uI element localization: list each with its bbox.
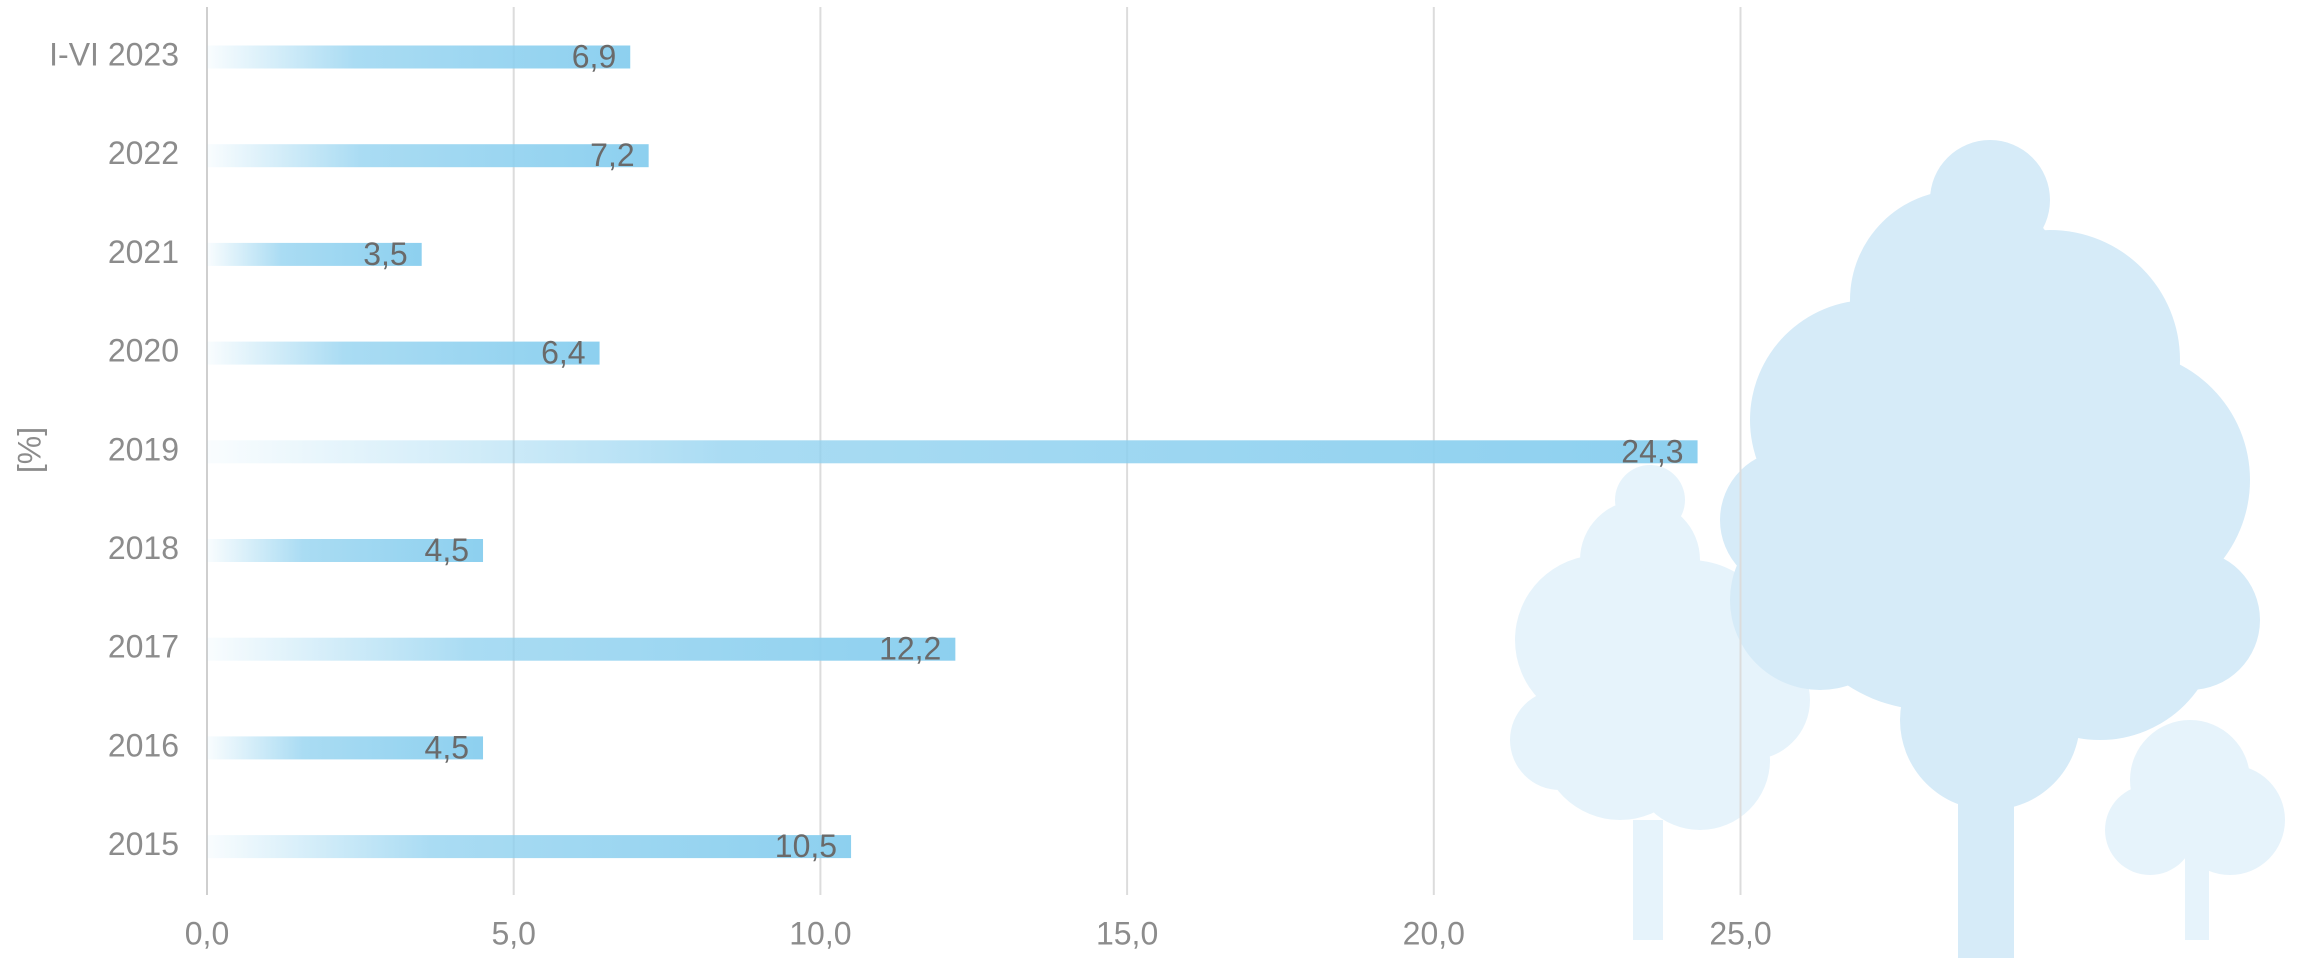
y-tick-label: 2019: [108, 431, 179, 467]
y-tick-label: 2016: [108, 727, 179, 763]
value-label: 6,4: [541, 335, 585, 371]
value-label: 12,2: [879, 631, 941, 667]
y-tick-label: 2017: [108, 629, 179, 665]
value-label: 10,5: [775, 828, 837, 864]
y-tick-label: 2020: [108, 333, 179, 369]
y-tick-label: 2021: [108, 234, 179, 270]
x-tick-label: 20,0: [1403, 915, 1465, 951]
bar: [207, 539, 484, 562]
bar: [207, 440, 1698, 464]
value-label: 3,5: [363, 236, 407, 272]
tree-decoration: [1510, 140, 2285, 958]
value-label: 24,3: [1621, 433, 1683, 469]
x-tick-label: 25,0: [1709, 915, 1771, 951]
bar: [207, 736, 484, 760]
x-tick-label: 5,0: [491, 915, 535, 951]
value-label: 4,5: [425, 729, 469, 765]
y-tick-label: 2015: [108, 826, 179, 862]
bar: [207, 242, 422, 266]
x-tick-label: 0,0: [185, 915, 229, 951]
x-tick-label: 10,0: [789, 915, 851, 951]
bar: [207, 341, 600, 365]
bar: [207, 45, 631, 69]
bar: [207, 835, 852, 859]
y-tick-label: 2022: [108, 135, 179, 171]
value-label: 7,2: [590, 137, 634, 173]
bar: [207, 637, 956, 661]
value-label: 4,5: [425, 532, 469, 568]
axis-title: [%]: [11, 427, 47, 473]
y-tick-label: 2018: [108, 530, 179, 566]
bar: [207, 144, 649, 168]
y-tick-label: I-VI 2023: [49, 36, 179, 72]
value-label: 6,9: [572, 38, 616, 74]
x-tick-label: 15,0: [1096, 915, 1158, 951]
